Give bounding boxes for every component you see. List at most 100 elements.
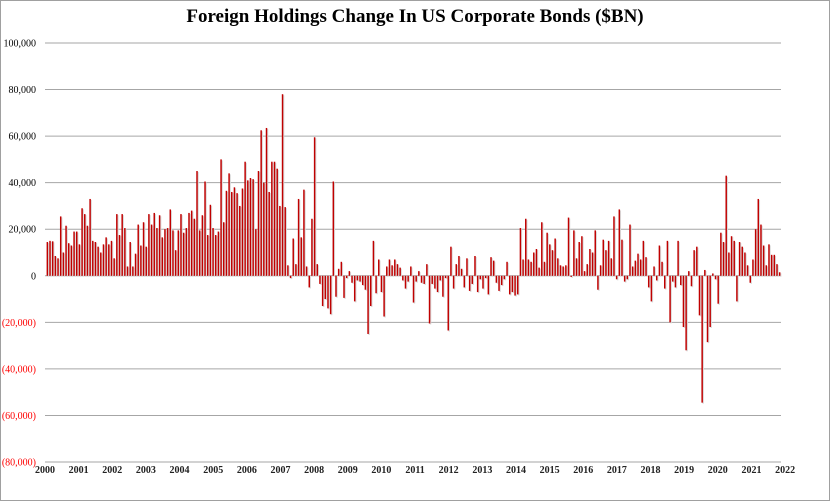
bar xyxy=(583,271,586,276)
bar xyxy=(557,258,559,276)
bar xyxy=(391,265,393,276)
bar-shadow xyxy=(563,267,565,277)
bar-shadow xyxy=(368,276,370,335)
bar-shadow xyxy=(288,266,290,277)
bar-shadow xyxy=(336,276,338,298)
bar xyxy=(289,275,292,279)
bar-shadow xyxy=(584,272,587,277)
bar xyxy=(137,224,139,276)
bar xyxy=(113,258,115,276)
bar xyxy=(482,275,484,289)
x-tick-label: 2005 xyxy=(203,465,223,476)
bar-shadow xyxy=(665,276,667,290)
bar-shadow xyxy=(71,246,74,277)
bar-shadow xyxy=(213,229,215,277)
bar xyxy=(263,182,265,276)
bar xyxy=(158,215,161,276)
bar xyxy=(134,253,137,276)
bar xyxy=(466,258,468,276)
bar xyxy=(650,275,653,302)
bar-shadow xyxy=(598,276,600,291)
bar-shadow xyxy=(87,226,90,277)
bar xyxy=(573,230,575,276)
bar-shadow xyxy=(47,243,50,277)
y-tick-label: (20,000) xyxy=(2,318,36,329)
bar-shadow xyxy=(157,229,159,277)
bar xyxy=(720,232,722,276)
bar-shadow xyxy=(753,260,755,277)
bar-shadow xyxy=(85,215,87,277)
bar xyxy=(701,275,703,403)
x-tick-label: 2009 xyxy=(338,465,358,476)
bar xyxy=(484,275,487,279)
bar-shadow xyxy=(114,259,116,277)
bar xyxy=(549,244,551,276)
bar-shadow xyxy=(280,206,282,277)
bar xyxy=(522,259,524,276)
bar xyxy=(586,264,588,276)
bar xyxy=(188,212,190,276)
bar-shadow xyxy=(151,225,154,277)
bar xyxy=(733,240,735,276)
bar-shadow xyxy=(178,231,181,277)
bar-shadow xyxy=(82,209,84,277)
bar-shadow xyxy=(119,236,122,277)
bar xyxy=(476,275,479,293)
bar-shadow xyxy=(624,276,627,283)
bar xyxy=(752,259,754,276)
bar xyxy=(655,275,658,281)
bar-shadow xyxy=(702,276,704,404)
bar-shadow xyxy=(429,276,432,325)
bar-shadow xyxy=(721,233,723,277)
bar-shadow xyxy=(606,251,608,277)
bar xyxy=(599,265,602,276)
bar-shadow xyxy=(79,245,82,277)
bar-shadow xyxy=(63,253,66,277)
y-tick-label: 80,000 xyxy=(9,85,37,96)
bar-shadow xyxy=(373,241,376,277)
bar xyxy=(495,275,498,283)
bar-shadow xyxy=(138,225,140,277)
bar xyxy=(284,207,286,276)
bar-shadow xyxy=(464,276,467,289)
bar-shadow xyxy=(133,267,135,277)
bar-shadow xyxy=(670,276,672,324)
bar-shadow xyxy=(518,276,520,296)
bar xyxy=(698,275,701,316)
y-tick-label: 20,000 xyxy=(9,225,37,236)
bar-shadow xyxy=(341,262,344,277)
bar xyxy=(645,257,647,276)
bar xyxy=(255,229,257,276)
bar-shadow xyxy=(777,265,779,277)
bar xyxy=(746,265,749,276)
bar-shadow xyxy=(509,276,512,296)
bar xyxy=(335,275,337,297)
bar-shadow xyxy=(125,229,127,277)
bar xyxy=(768,244,770,276)
bar xyxy=(332,181,335,276)
bar xyxy=(562,266,564,276)
bar-shadow xyxy=(293,239,295,277)
bar-shadow xyxy=(191,211,194,277)
bar-shadow xyxy=(766,266,769,277)
bar-shadow xyxy=(226,191,229,277)
bar-shadow xyxy=(737,276,739,303)
bar-shadow xyxy=(723,243,726,277)
bar xyxy=(62,252,65,276)
bar xyxy=(212,228,214,276)
bar xyxy=(404,275,407,289)
bar xyxy=(578,242,580,276)
bar xyxy=(538,267,540,276)
bar xyxy=(231,191,233,276)
bar xyxy=(260,130,262,276)
bar xyxy=(319,275,321,284)
bar-shadow xyxy=(437,276,440,294)
bar xyxy=(116,214,118,276)
bar xyxy=(693,250,695,276)
bar-shadow xyxy=(237,194,239,277)
bar xyxy=(249,178,252,276)
bar xyxy=(316,264,319,276)
bar xyxy=(487,275,490,295)
bar-shadow xyxy=(256,230,258,277)
bar xyxy=(92,240,94,276)
